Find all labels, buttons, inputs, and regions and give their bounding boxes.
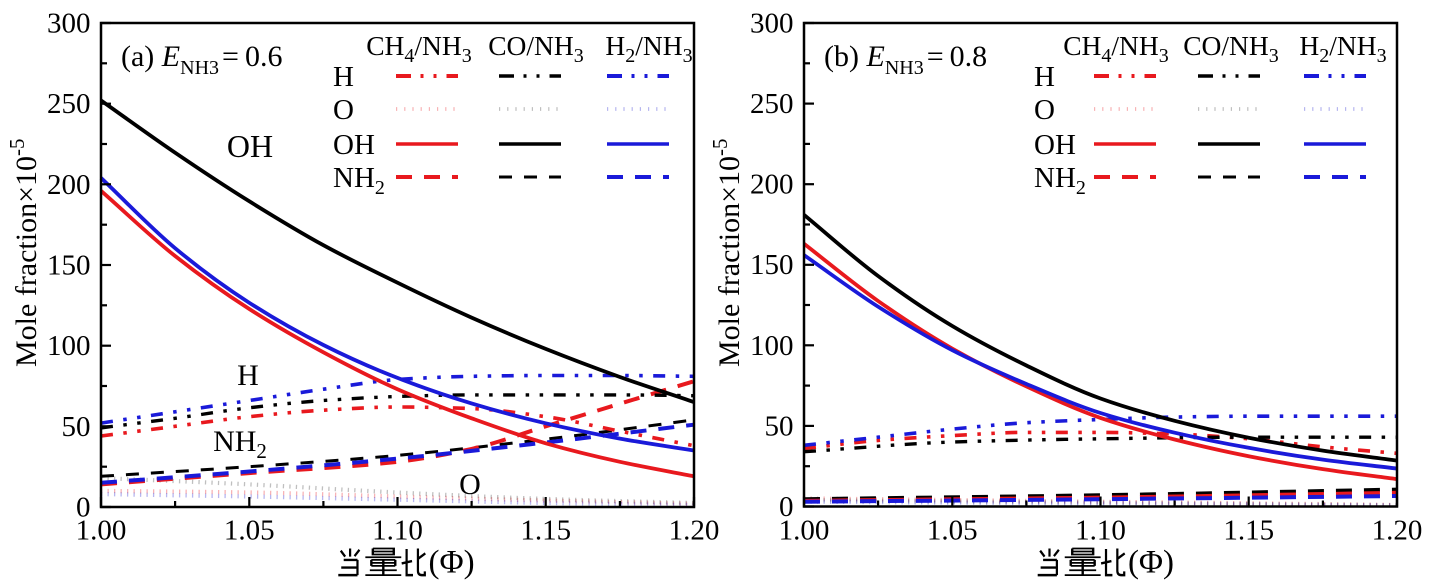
svg-text:O: O [333,94,354,126]
svg-text:250: 250 [750,88,794,120]
svg-text:300: 300 [750,8,794,40]
svg-text:H: H [237,359,259,392]
svg-text:H: H [333,61,354,93]
svg-text:OH: OH [333,129,375,161]
svg-text:1.15: 1.15 [520,515,571,547]
svg-text:100: 100 [750,330,794,362]
svg-text:O: O [1034,94,1055,126]
svg-text:O: O [459,468,481,501]
svg-text:1.00: 1.00 [76,515,127,547]
svg-text:H: H [1034,61,1055,93]
svg-text:Mole fraction×10-5: Mole fraction×10-5 [708,138,746,367]
svg-text:(Φ): (Φ) [1128,545,1174,581]
svg-text:0: 0 [76,492,91,524]
svg-text:CH4/NH3: CH4/NH3 [366,30,472,67]
svg-text:1.05: 1.05 [927,515,978,547]
svg-text:OH: OH [1034,129,1076,161]
svg-text:1.10: 1.10 [372,515,423,547]
svg-text:1.15: 1.15 [1223,515,1274,547]
svg-text:H2/NH3: H2/NH3 [1299,30,1386,67]
svg-text:1.10: 1.10 [1075,515,1126,547]
svg-text:(Φ): (Φ) [429,545,475,581]
svg-text:1.05: 1.05 [224,515,275,547]
svg-text:1.00: 1.00 [779,515,830,547]
svg-text:100: 100 [47,330,91,362]
svg-text:50: 50 [765,410,794,442]
svg-text:CH4/NH3: CH4/NH3 [1063,30,1169,67]
svg-text:1.20: 1.20 [669,515,720,547]
svg-text:CO/NH3: CO/NH3 [488,30,584,67]
svg-text:150: 150 [47,250,91,282]
svg-text:H2/NH3: H2/NH3 [605,30,692,67]
svg-text:150: 150 [750,249,794,281]
svg-text:Mole fraction×10-5: Mole fraction×10-5 [5,138,43,367]
svg-text:0: 0 [779,491,794,523]
svg-text:1.20: 1.20 [1372,515,1423,547]
svg-text:200: 200 [47,169,91,201]
svg-text:300: 300 [47,8,91,40]
svg-text:OH: OH [227,128,273,164]
svg-text:50: 50 [62,411,91,443]
svg-text:250: 250 [47,88,91,120]
svg-text:CO/NH3: CO/NH3 [1183,30,1279,67]
svg-text:200: 200 [750,169,794,201]
